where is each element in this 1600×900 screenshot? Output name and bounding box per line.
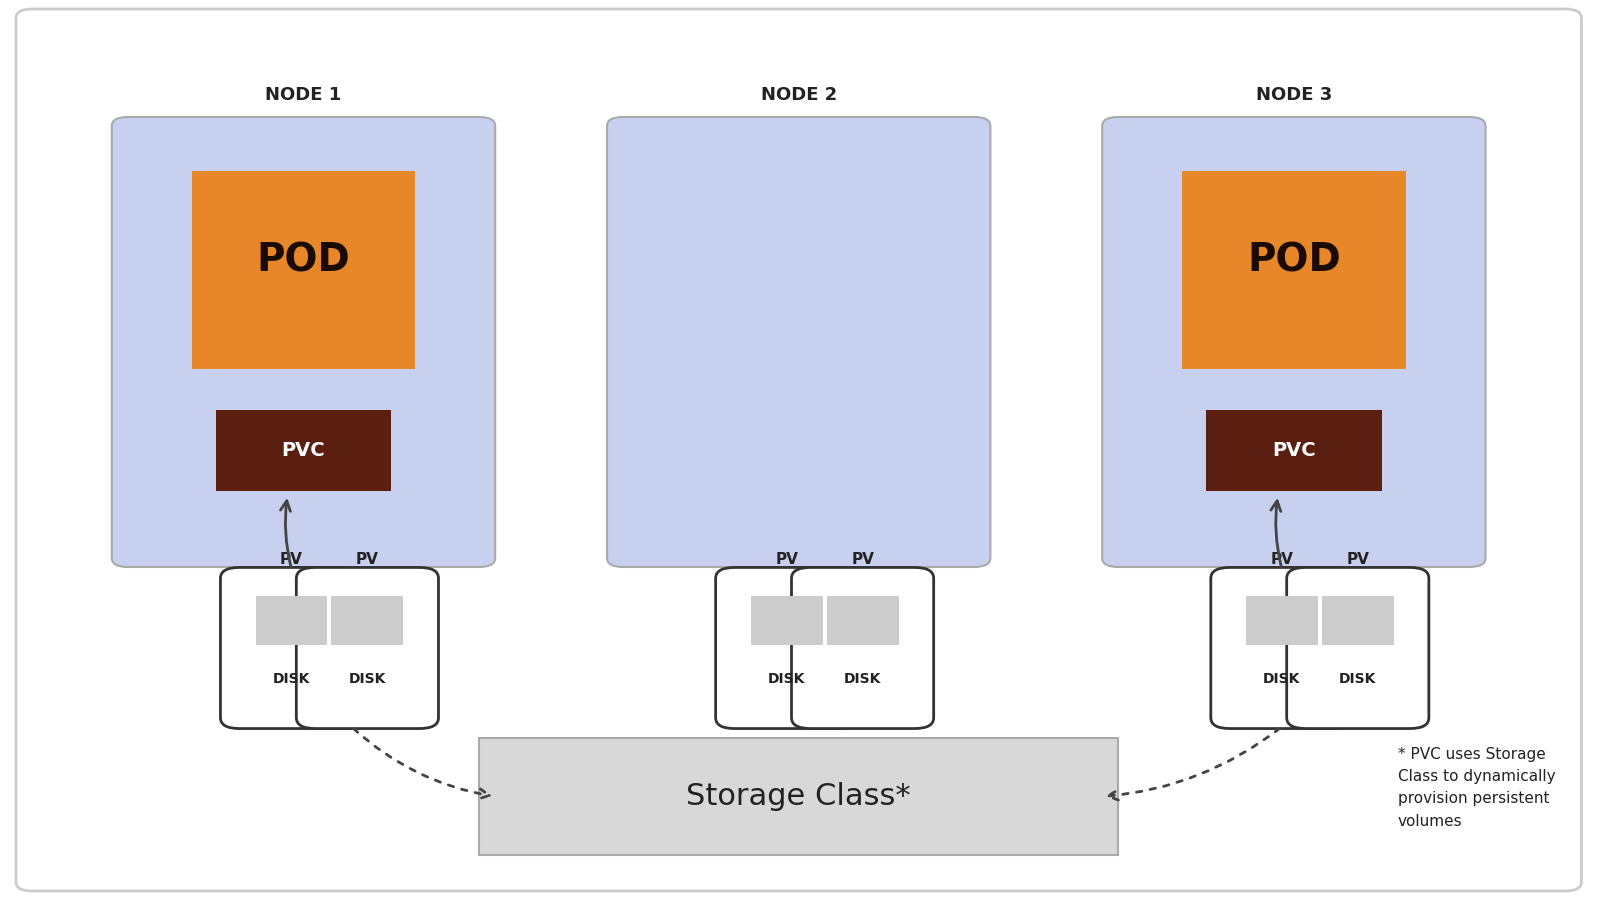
Bar (1246, 596, 1318, 645)
Bar (1182, 171, 1406, 369)
Text: * PVC uses Storage
Class to dynamically
provision persistent
volumes: * PVC uses Storage Class to dynamically … (1398, 747, 1555, 829)
FancyBboxPatch shape (1102, 117, 1485, 567)
Text: PV: PV (776, 553, 798, 567)
FancyBboxPatch shape (792, 568, 934, 729)
Bar (750, 596, 822, 645)
FancyBboxPatch shape (606, 117, 990, 567)
FancyBboxPatch shape (221, 568, 363, 729)
Bar (827, 596, 899, 645)
Text: DISK: DISK (768, 671, 805, 686)
FancyBboxPatch shape (16, 9, 1581, 891)
FancyBboxPatch shape (1286, 568, 1429, 729)
Bar (192, 171, 416, 369)
Text: PVC: PVC (282, 440, 325, 460)
Text: PV: PV (280, 553, 302, 567)
FancyBboxPatch shape (296, 568, 438, 729)
Text: DISK: DISK (274, 671, 310, 686)
Text: DISK: DISK (1339, 671, 1376, 686)
Text: PV: PV (355, 553, 379, 567)
Text: NODE 1: NODE 1 (266, 86, 342, 104)
FancyBboxPatch shape (715, 568, 858, 729)
Text: DISK: DISK (349, 671, 386, 686)
Text: POD: POD (256, 242, 350, 280)
Bar (216, 410, 392, 490)
Text: PV: PV (1270, 553, 1293, 567)
FancyBboxPatch shape (1211, 568, 1354, 729)
Bar (480, 738, 1118, 855)
Text: DISK: DISK (843, 671, 882, 686)
Text: NODE 2: NODE 2 (760, 86, 837, 104)
Text: PV: PV (1346, 553, 1370, 567)
Text: PVC: PVC (1272, 440, 1315, 460)
Text: Storage Class*: Storage Class* (686, 782, 910, 811)
Bar (331, 596, 403, 645)
Text: DISK: DISK (1264, 671, 1301, 686)
Text: PV: PV (851, 553, 874, 567)
FancyBboxPatch shape (112, 117, 494, 567)
Bar (256, 596, 328, 645)
Text: NODE 3: NODE 3 (1256, 86, 1331, 104)
Text: POD: POD (1246, 242, 1341, 280)
Bar (1206, 410, 1382, 490)
Bar (1322, 596, 1394, 645)
